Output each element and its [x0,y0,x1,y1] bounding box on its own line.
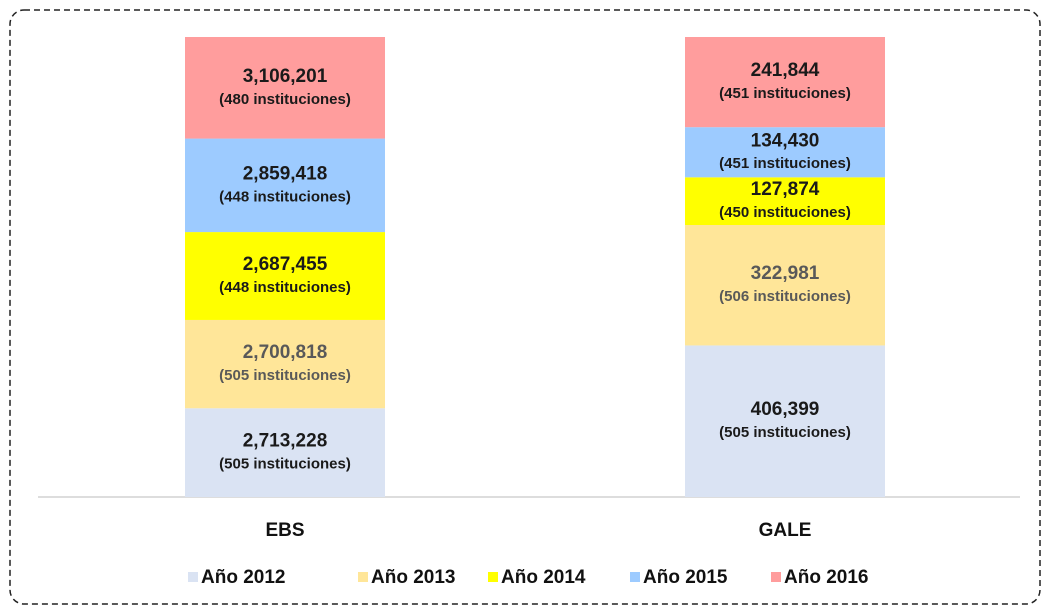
value-label: 3,106,201 [243,66,328,87]
bar-segment [185,408,385,497]
sub-label: (505 instituciones) [219,367,351,384]
legend-swatch [771,572,781,582]
bar-segment [185,37,385,139]
value-label: 2,687,455 [243,254,328,275]
legend-label: Año 2012 [201,567,285,588]
bar-segment [185,319,385,409]
sub-label: (450 instituciones) [719,204,851,221]
sub-label: (448 instituciones) [219,279,351,296]
bar-segment [685,37,885,128]
bar-segment [685,225,885,346]
bar-segment [185,232,385,320]
frame [9,9,1041,605]
sub-label: (451 instituciones) [719,85,851,102]
legend-swatch [488,572,498,582]
bar-segment [685,345,885,497]
value-label: 2,713,228 [243,431,328,452]
value-label: 2,859,418 [243,163,328,184]
bar-segment [685,127,885,178]
legend-swatch [358,572,368,582]
sub-label: (505 instituciones) [719,424,851,441]
value-label: 127,874 [751,179,820,200]
x-tick-label: GALE [759,520,812,541]
legend-label: Año 2015 [643,567,728,588]
legend-label: Año 2014 [501,567,586,588]
value-label: 134,430 [751,130,820,151]
sub-label: (506 instituciones) [719,288,851,305]
value-label: 241,844 [751,60,820,81]
legend-label: Año 2013 [371,567,455,588]
value-label: 406,399 [751,399,820,420]
sub-label: (480 instituciones) [219,91,351,108]
legend-swatch [188,572,198,582]
sub-label: (448 instituciones) [219,188,351,205]
sub-label: (451 instituciones) [719,155,851,172]
sub-label: (505 instituciones) [219,456,351,473]
legend-swatch [630,572,640,582]
value-label: 2,700,818 [243,342,328,363]
bar-segment [185,138,385,233]
bar-segment [685,177,885,226]
legend-label: Año 2016 [784,567,868,588]
value-label: 322,981 [751,263,820,284]
x-tick-label: EBS [265,520,304,541]
